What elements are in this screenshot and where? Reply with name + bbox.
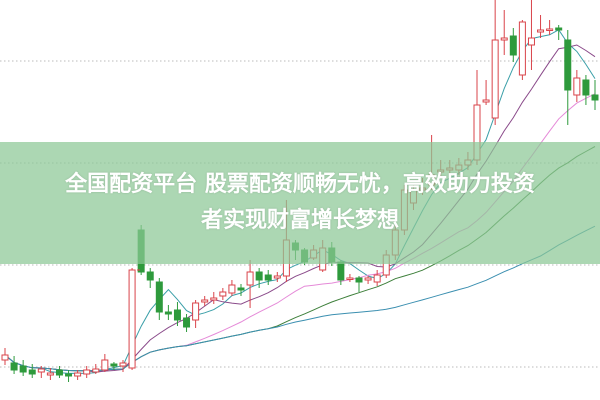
candle-down [28,369,36,375]
candle-up [46,372,54,376]
candle-up [364,277,372,281]
banner-line-2: 者实现财富增长梦想 [200,208,399,233]
candle-up [119,362,127,367]
candle-up [83,369,91,375]
candle-down [582,79,590,96]
candle-up [228,284,236,294]
candle-down [255,271,263,281]
promo-banner: 全国配资平台 股票配资顺畅无忧，高效助力投资 者实现财富增长梦想 [0,142,600,264]
candle-up [518,21,526,76]
candle-down [55,369,63,376]
candle-up [546,28,554,31]
candle-down [110,363,118,367]
candle-down [555,27,563,31]
candle-down [509,35,517,56]
candle-up [192,302,200,321]
candle-down [155,281,163,313]
candle-up [101,359,109,371]
candle-up [482,99,490,103]
candle-down [237,287,245,291]
candle-up [373,274,381,283]
candle-up [74,372,82,377]
candle-down [337,261,345,281]
candle-up [1,354,9,361]
candle-up [527,37,535,46]
candle-up [201,299,209,303]
candle-up [346,277,354,280]
candle-down [164,311,172,315]
candle-down [591,94,599,101]
candle-up [573,77,581,96]
candle-down [264,274,272,281]
candle-down [564,39,572,91]
candle-down [146,271,154,281]
candle-up [37,368,45,373]
candle-up [491,39,499,119]
candle-down [10,362,18,371]
candle-down [173,309,181,321]
candle-down [19,365,27,373]
candle-down [355,277,363,283]
candle-up [210,297,218,301]
candle-up [92,368,100,373]
candle-up [219,291,227,297]
candle-up [128,269,136,369]
candle-up [500,37,508,41]
candle-up [537,29,545,33]
candle-down [183,317,191,328]
candle-up [246,271,254,286]
candle-up [273,275,281,279]
banner-line-1: 全国配资平台 股票配资顺畅无忧，高效助力投资 [65,172,535,197]
candle-down [65,373,73,377]
